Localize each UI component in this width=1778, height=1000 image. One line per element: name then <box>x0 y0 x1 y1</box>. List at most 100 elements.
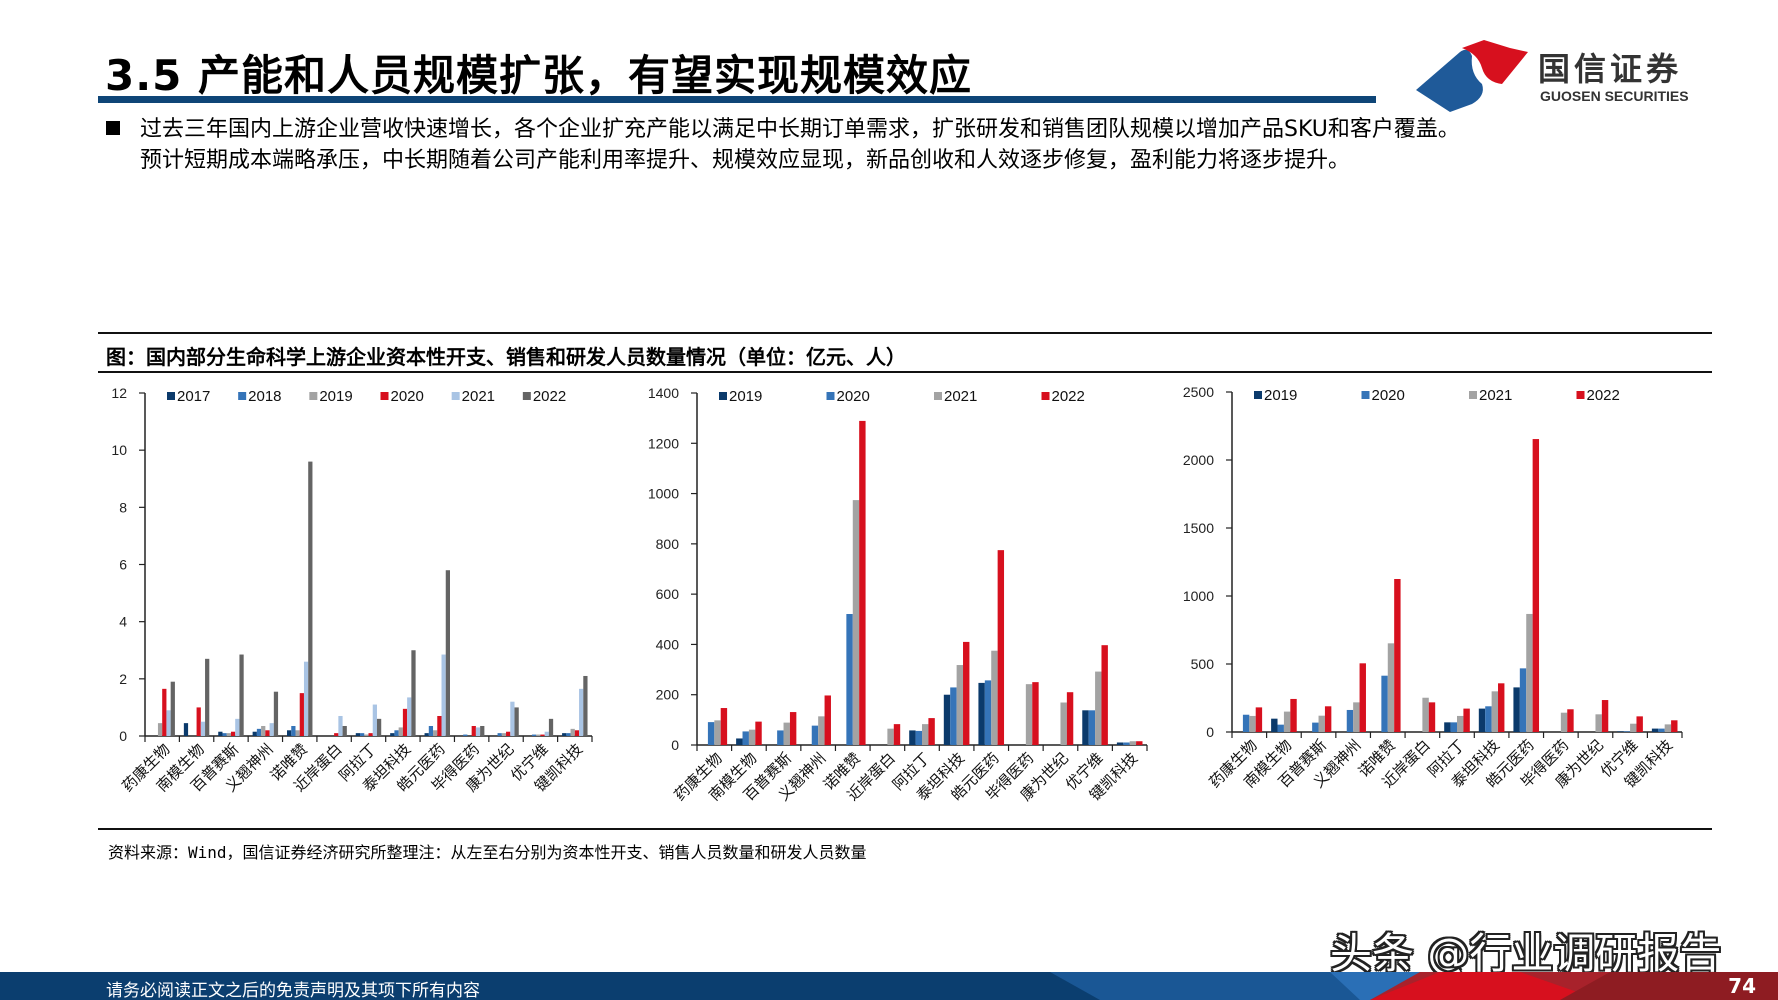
bar <box>157 723 163 736</box>
bar <box>475 727 481 736</box>
bar <box>1394 579 1401 732</box>
bar <box>514 707 519 736</box>
bar <box>308 461 313 736</box>
legend-label: 2020 <box>391 388 424 405</box>
bar <box>1101 645 1108 745</box>
y-tick-label: 1400 <box>648 385 679 401</box>
bar <box>1457 715 1464 732</box>
bar <box>480 725 485 736</box>
bar <box>226 733 231 736</box>
figure-title: 图：国内部分生命科学上游企业资本性开支、销售和研发人员数量情况（单位：亿元、人） <box>106 345 906 369</box>
bar <box>265 730 270 736</box>
legend-swatch <box>309 392 318 400</box>
bar <box>230 731 236 736</box>
bar <box>1025 684 1033 745</box>
legend-swatch <box>522 392 531 400</box>
bar <box>922 724 929 745</box>
bar <box>1623 731 1631 732</box>
bar <box>303 661 309 736</box>
bar <box>736 738 743 745</box>
bar <box>1664 724 1672 732</box>
bullet-square-icon <box>106 118 126 138</box>
y-tick-label: 1500 <box>1183 520 1214 536</box>
bar <box>368 733 373 736</box>
bar <box>463 734 468 736</box>
bar <box>364 734 369 736</box>
bar <box>1123 742 1130 745</box>
summary-paragraph: 过去三年国内上游企业营收快速增长，各个企业扩充产能以满足中长期订单需求，扩张研发… <box>140 114 1460 176</box>
logo-text-en: GUOSEN SECURITIES <box>1540 88 1689 104</box>
legend-swatch <box>167 392 175 400</box>
bar <box>818 716 825 745</box>
bar <box>269 723 274 736</box>
bar <box>1519 668 1527 732</box>
bar <box>748 729 756 745</box>
y-tick-label: 0 <box>671 737 679 753</box>
bar <box>755 721 762 745</box>
bar <box>1271 718 1278 732</box>
legend-swatch <box>1469 391 1477 399</box>
bar <box>707 722 715 745</box>
bar <box>261 725 266 736</box>
bar <box>583 675 588 736</box>
bar <box>1242 714 1250 732</box>
bar <box>1422 697 1429 732</box>
figure-bottom-rule <box>98 828 1712 830</box>
bar <box>441 654 446 736</box>
legend-swatch <box>238 392 247 400</box>
legend-label: 2021 <box>944 388 977 405</box>
y-tick-label: 6 <box>119 557 127 573</box>
bar <box>915 730 922 745</box>
bar <box>510 701 515 736</box>
legend-label: 2022 <box>1587 387 1620 404</box>
bar <box>574 730 580 736</box>
bar <box>978 682 985 745</box>
figure-title-rule <box>98 371 1712 373</box>
bar <box>1498 683 1505 732</box>
footer-decoration-icon <box>1050 972 1778 1000</box>
bar <box>928 718 935 745</box>
bar <box>1290 698 1297 732</box>
bar <box>783 722 790 745</box>
bar <box>501 733 507 736</box>
bar <box>1463 708 1470 732</box>
legend-label: 2021 <box>462 388 495 405</box>
bar <box>256 728 262 736</box>
y-tick-label: 0 <box>1206 724 1214 740</box>
legend-label: 2019 <box>1264 387 1297 404</box>
y-tick-label: 10 <box>111 442 127 458</box>
bar <box>1082 710 1089 745</box>
y-tick-label: 600 <box>656 586 680 602</box>
bar <box>742 731 749 745</box>
bar <box>338 715 343 736</box>
bar <box>531 734 537 736</box>
bar <box>1066 692 1074 745</box>
bar <box>1658 728 1665 732</box>
bar <box>1617 731 1624 732</box>
bar <box>984 680 992 745</box>
bar <box>1088 710 1096 745</box>
legend-swatch <box>826 392 835 400</box>
bar <box>334 733 339 736</box>
bar <box>407 697 412 736</box>
bar <box>1283 711 1291 732</box>
legend-label: 2019 <box>729 388 762 405</box>
bar <box>566 733 571 736</box>
bar <box>956 665 964 745</box>
y-tick-label: 1000 <box>1183 588 1214 604</box>
bar <box>218 731 223 736</box>
bar <box>1346 709 1354 732</box>
bar <box>1359 663 1366 732</box>
bar <box>183 723 189 736</box>
logo-text-cn: 国信证券 <box>1538 50 1683 88</box>
bar <box>1060 702 1067 745</box>
bar <box>1381 675 1388 732</box>
bar <box>1318 715 1325 732</box>
legend-swatch <box>934 392 942 400</box>
bar <box>360 733 365 736</box>
bar <box>239 654 244 736</box>
legend-swatch <box>451 392 460 400</box>
bar <box>1526 613 1533 732</box>
